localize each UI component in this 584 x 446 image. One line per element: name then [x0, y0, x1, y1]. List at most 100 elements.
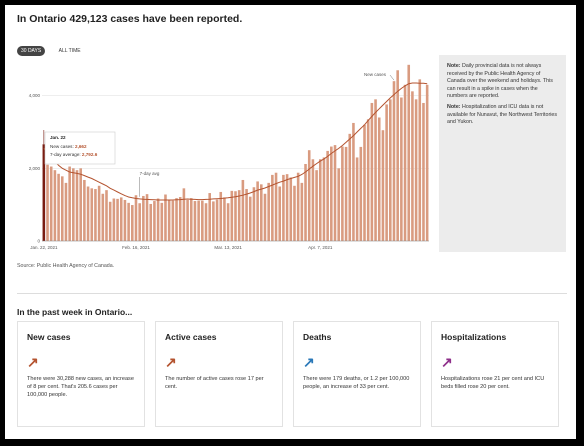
x-tick-label: Mar. 13, 2021 — [214, 245, 242, 250]
card-active-cases: Active cases ↗ The number of active case… — [155, 321, 283, 427]
card-text: The number of active cases rose 17 per c… — [165, 376, 264, 390]
bar — [105, 190, 108, 241]
note-box: Note: Daily provincial data is not alway… — [439, 55, 566, 252]
card-new-cases: New cases ↗ There were 30,288 new cases,… — [17, 321, 145, 427]
bar — [256, 181, 259, 241]
bar — [359, 146, 363, 241]
bar — [49, 166, 53, 241]
bar — [201, 200, 204, 241]
bar — [90, 188, 94, 241]
bar — [234, 191, 237, 241]
cases-chart: 0 2,000 4,000 Jan. 22, 2021 Feb. 16, 2021 Mar… — [29, 64, 429, 250]
bar — [208, 193, 211, 241]
bar — [53, 170, 57, 241]
card-hospitalizations: Hospitalizations ↗ Hospitalizations rose… — [431, 321, 559, 427]
screenshot-frame: In Ontario 429,123 cases have been repor… — [5, 5, 576, 439]
bar — [164, 194, 167, 241]
card-title: New cases — [27, 332, 71, 342]
bar — [267, 182, 270, 241]
bar — [112, 198, 116, 241]
bar — [160, 202, 164, 241]
card-title: Active cases — [165, 332, 217, 342]
seven-day-average-line — [43, 82, 428, 201]
bar — [64, 182, 68, 241]
bar — [414, 99, 418, 241]
bar — [389, 99, 392, 241]
bar — [60, 176, 64, 241]
bar — [75, 170, 79, 241]
bar — [197, 200, 200, 241]
card-text: There were 179 deaths, or 1.2 per 100,00… — [303, 376, 410, 390]
bar — [400, 97, 403, 242]
bar — [293, 185, 296, 241]
bar — [330, 146, 333, 241]
tooltip-seven-day-average: 7-day average: 2,792.6 — [50, 152, 98, 157]
bar — [178, 197, 182, 241]
bar — [149, 203, 153, 241]
bar — [175, 198, 178, 241]
y-tick-label: 2,000 — [29, 166, 41, 171]
section-title: In the past week in Ontario... — [17, 307, 133, 317]
bar — [57, 173, 60, 241]
bar — [407, 64, 411, 241]
bar — [341, 146, 344, 241]
bar — [94, 189, 97, 241]
x-tick-label: Feb. 16, 2021 — [122, 245, 150, 250]
bar — [189, 198, 193, 241]
range-tabs: 30 DAYS ALL TIME — [17, 42, 90, 60]
bar — [385, 104, 388, 241]
bar — [171, 200, 175, 241]
bar — [333, 145, 337, 241]
bar — [274, 172, 278, 241]
bar — [223, 197, 226, 241]
bar — [97, 185, 101, 241]
bar — [411, 91, 414, 242]
bar — [311, 159, 315, 241]
bar — [219, 191, 223, 241]
tab-30-days[interactable]: 30 DAYS — [17, 45, 46, 56]
x-tick-label: Jan. 22, 2021 — [30, 245, 58, 250]
bar — [72, 168, 75, 241]
bar — [108, 201, 112, 241]
bar — [337, 168, 340, 241]
bar — [245, 189, 248, 241]
bar — [289, 177, 293, 241]
bar — [282, 174, 285, 241]
card-text: Hospitalizations rose 21 per cent and IC… — [441, 376, 545, 390]
bar — [344, 146, 348, 241]
bar — [248, 196, 252, 241]
note-paragraph-2: Note: Hospitalization and ICU data is no… — [447, 103, 558, 126]
trend-up-arrow-icon: ↗ — [303, 354, 315, 370]
bar — [186, 199, 189, 241]
y-tick-label: 0 — [37, 239, 40, 244]
bar — [263, 193, 267, 241]
bar — [348, 133, 352, 241]
trend-up-arrow-icon: ↗ — [165, 354, 177, 370]
bar — [366, 119, 370, 241]
bar — [425, 84, 429, 241]
bar — [355, 157, 359, 241]
y-tick-label: 4,000 — [29, 93, 41, 98]
bar — [131, 205, 134, 241]
bar — [230, 190, 234, 241]
bar — [204, 203, 208, 241]
bar — [322, 157, 326, 241]
annotation-line — [389, 74, 395, 81]
bar — [374, 99, 377, 241]
bar — [252, 187, 256, 241]
bar — [260, 184, 263, 241]
tooltip-date: Jan. 22 — [50, 135, 66, 140]
bar — [42, 144, 46, 241]
bar — [285, 174, 289, 241]
bar — [241, 179, 245, 241]
bar — [145, 194, 149, 241]
bar — [212, 201, 215, 241]
tab-all-time[interactable]: ALL TIME — [58, 47, 81, 54]
bar — [142, 195, 145, 241]
bar — [300, 182, 304, 241]
bar — [296, 172, 300, 241]
bar — [381, 130, 385, 241]
bar — [119, 197, 123, 241]
bar — [271, 174, 274, 241]
page-title: In Ontario 429,123 cases have been repor… — [17, 13, 243, 25]
